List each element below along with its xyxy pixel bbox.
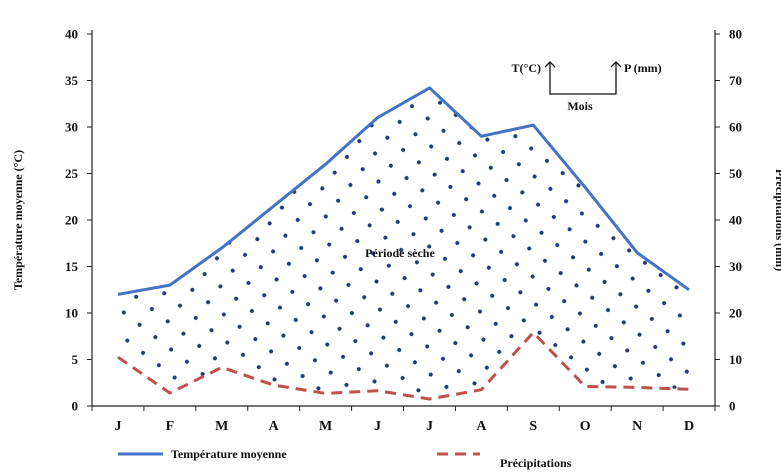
month-label: J [374,419,381,434]
left-tick-label: 30 [65,120,78,135]
dry-period-label: Période sèche [365,246,435,260]
left-tick-label: 5 [72,352,79,367]
precipitation-line [117,331,690,401]
left-tick-label: 20 [65,213,78,228]
series [117,86,690,401]
legend-precipitation-label: Précipitations [500,456,572,470]
axes [87,30,720,411]
month-label: S [529,419,537,434]
right-tick-label: 30 [729,259,742,274]
annotation-bracket [549,61,622,95]
annotation-box: T(°C) P (mm) Mois [512,61,662,113]
annotation-mois-label: Mois [567,99,593,113]
month-label: D [684,419,694,434]
dry-period-region [118,87,689,400]
left-tick-label: 15 [65,259,79,274]
annotation-p-label: P (mm) [624,61,662,75]
month-label: J [426,419,433,434]
left-tick-label: 40 [65,27,78,42]
left-tick-label: 10 [65,306,78,321]
right-tick-label: 40 [729,213,742,228]
right-tick-label: 20 [729,306,742,321]
month-label: F [166,419,175,434]
month-label: M [215,419,228,434]
dry-period-fill [118,87,689,400]
right-tick-label: 50 [729,166,742,181]
left-axis-title: Température moyenne (°C) [11,150,25,290]
right-tick-label: 80 [729,27,742,42]
temperature-line [117,86,690,296]
right-axis-title: Précipitations (mm) [773,169,781,271]
annotation-t-label: T(°C) [512,61,541,75]
month-label: A [476,419,487,434]
left-tick-label: 0 [72,399,79,414]
legend: Température moyenne Précipitations [118,447,572,470]
annotation-left-arrow-icon [544,61,556,78]
month-label: M [319,419,332,434]
month-label: A [269,419,280,434]
right-tick-label: 10 [729,352,742,367]
legend-temperature-label: Température moyenne [171,447,287,461]
month-label: O [580,419,591,434]
month-label: N [632,419,642,434]
left-tick-label: 25 [65,166,79,181]
labels: 0 5 10 15 20 25 30 35 40 0 10 20 30 40 50 60 70 80 J F M A M J J… [11,27,781,435]
left-tick-label: 35 [65,73,79,88]
right-tick-label: 60 [729,120,742,135]
right-tick-label: 0 [729,399,736,414]
month-label: J [114,419,121,434]
right-tick-label: 70 [729,73,742,88]
